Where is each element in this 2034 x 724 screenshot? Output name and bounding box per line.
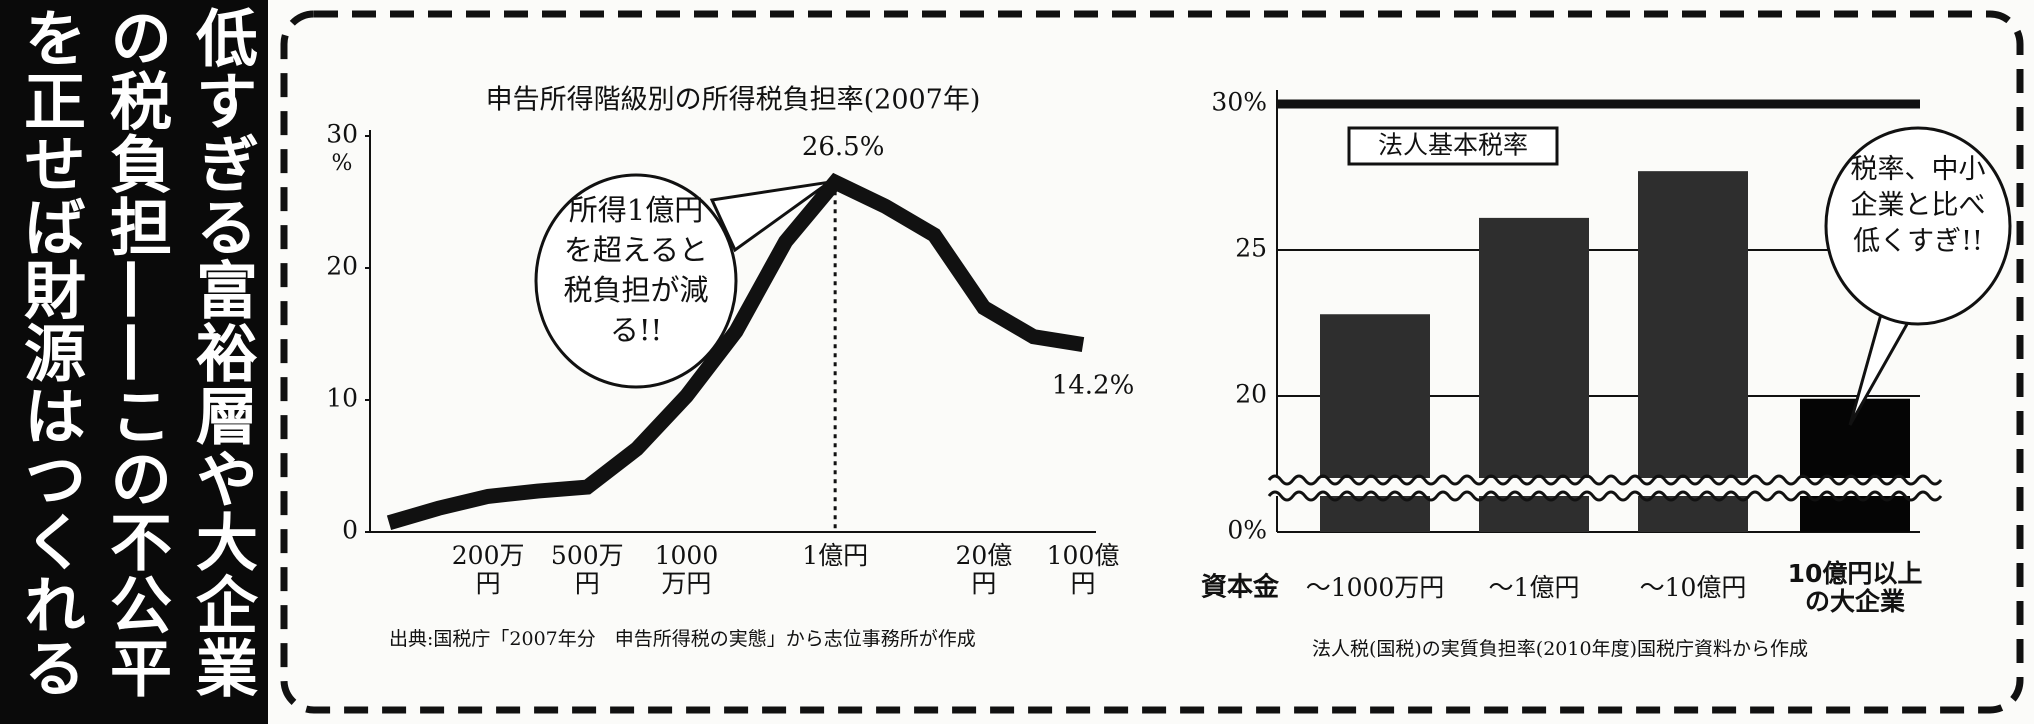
x-tick-label-box: 100億円 (1046, 542, 1120, 598)
x-tick-label: 100億円 (1046, 542, 1120, 598)
source: 法人税(国税)の実質負担率(2010年度)国税庁資料から作成 (1312, 638, 1808, 660)
y-tick-label: 0% (1227, 516, 1267, 545)
axis-title: 資本金 (1201, 572, 1280, 603)
y-unit: % (332, 151, 353, 176)
x-tick-label-box: 20億円 (955, 542, 1013, 598)
bar (1800, 398, 1910, 532)
x-tick-label-box: ～10億円 (1639, 573, 1747, 602)
break-wave (1267, 474, 1943, 486)
source: 出典:国税庁「2007年分 申告所得税の実態」から志位事務所が作成 (389, 628, 976, 650)
y-tick-label: 20 (1235, 380, 1267, 409)
x-tick-label-box: 1億円 (802, 542, 869, 570)
x-tick-label: 10億円以上の大企業 (1787, 560, 1923, 616)
headline: 低すぎる富裕層や大企業 の税負担——この不公平 を正せば財源はつくれる (0, 0, 268, 724)
x-tick-label-box: 1000万円 (654, 542, 719, 598)
x-tick-label-box: ～1億円 (1488, 573, 1580, 602)
x-tick-label-box: 10億円以上の大企業 (1787, 560, 1923, 616)
callout-text: 所得1億円を超えると税負担が減る!! (563, 193, 709, 347)
x-tick-label: 20億円 (955, 542, 1013, 598)
y-tick-label: 0 (342, 516, 358, 545)
x-tick-label: 1000万円 (654, 542, 719, 598)
x-tick-label: ～10億円 (1639, 573, 1747, 602)
callout-text-box: 税率、中小企業と比べ低くすぎ!! (1850, 154, 1986, 257)
headline-line: 低すぎる富裕層や大企業 (185, 6, 258, 699)
dashed-frame (280, 10, 2024, 714)
x-tick-label: 1億円 (802, 542, 869, 570)
headline-line: を正せば財源はつくれる (13, 6, 86, 699)
y-tick-label: 25 (1235, 234, 1267, 263)
value-label: 26.5% (802, 132, 885, 162)
reference-label-box (1347, 126, 1559, 166)
callout-tail (709, 180, 831, 253)
x-tick-label-box: 200万円 (451, 542, 525, 598)
chart-title: 申告所得階級別の所得税負担率(2007年) (486, 85, 981, 116)
line-series (386, 172, 1085, 530)
y-tick-label: 20 (326, 252, 358, 281)
x-tick-label: 200万円 (451, 542, 525, 598)
x-tick-label: 500万円 (550, 542, 624, 598)
y-tick-label: 30% (1211, 88, 1267, 117)
x-tick-label: ～1000万円 (1305, 573, 1445, 602)
callout-text-box: 所得1億円を超えると税負担が減る!! (563, 193, 709, 347)
callout-bubble (534, 173, 738, 389)
callout-bubble (1824, 126, 2012, 326)
x-tick-label-box: ～1000万円 (1305, 573, 1445, 602)
break-wave (1267, 490, 1943, 502)
y-tick-label: 10 (326, 384, 358, 413)
value-label: 14.2% (1052, 371, 1135, 401)
bar (1638, 171, 1748, 532)
y-tick-label: 30 (326, 120, 358, 149)
x-tick-label: ～1億円 (1488, 573, 1580, 602)
reference-label: 法人基本税率 (1378, 131, 1528, 160)
callout-text: 税率、中小企業と比べ低くすぎ!! (1850, 154, 1986, 257)
x-tick-label-box: 500万円 (550, 542, 624, 598)
headline-line: の税負担——この不公平 (99, 6, 172, 699)
